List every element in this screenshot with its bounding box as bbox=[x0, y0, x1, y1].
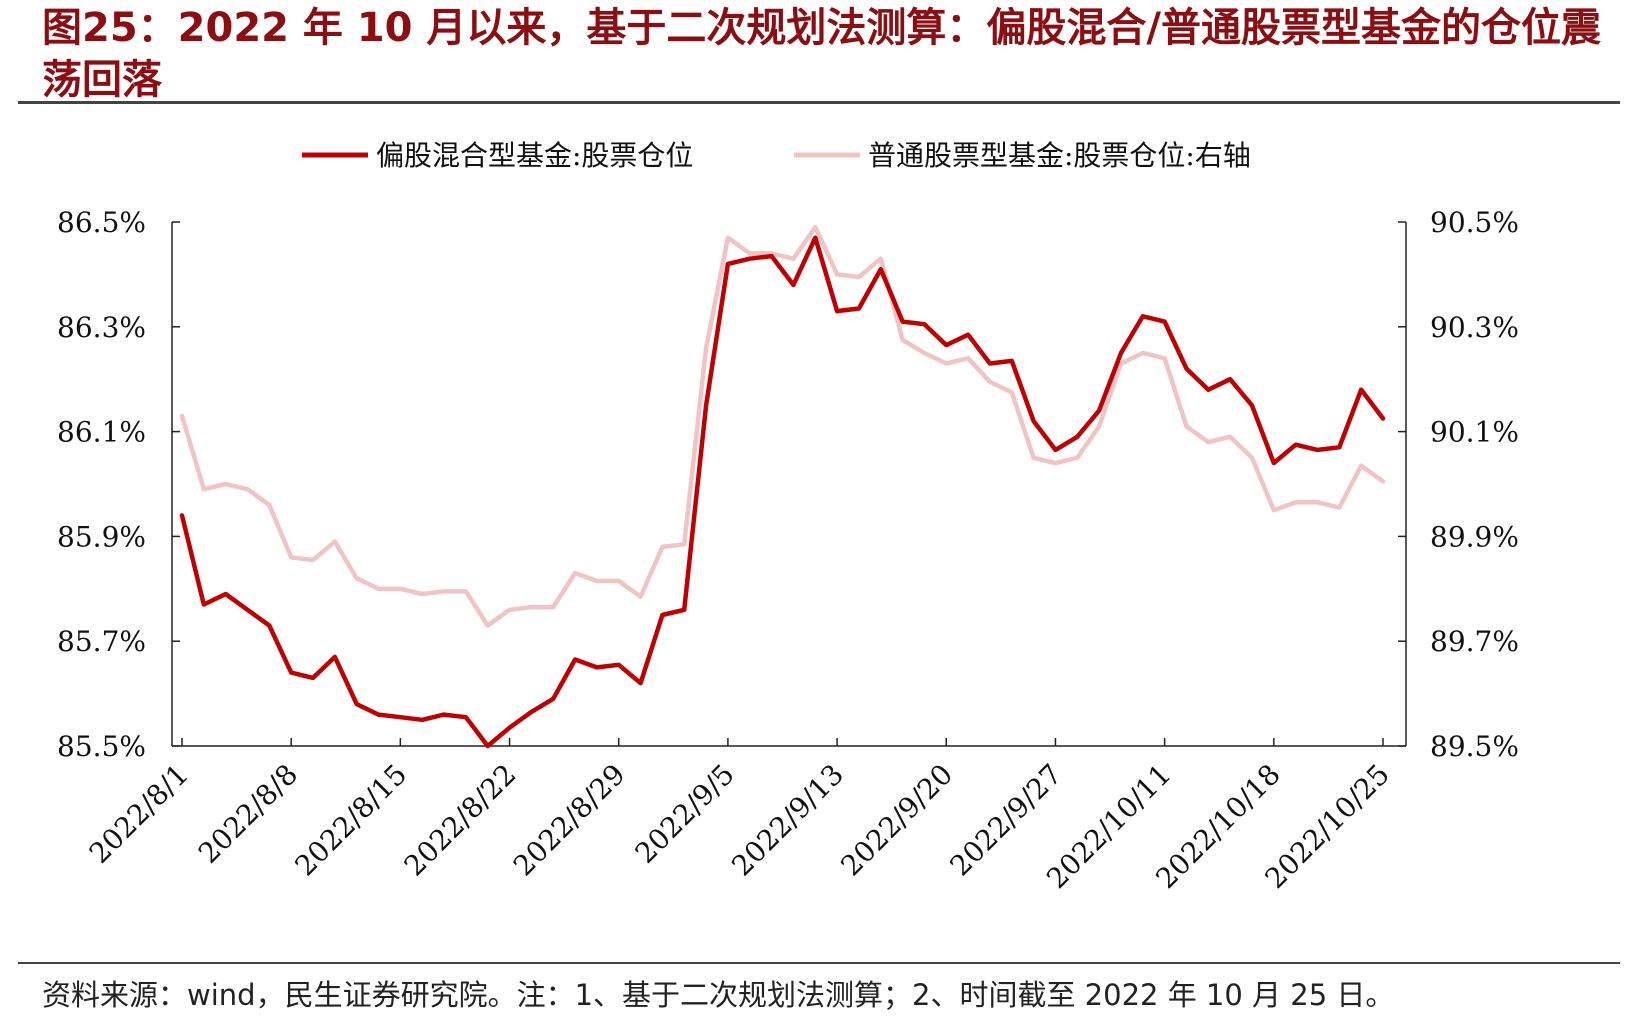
left-tick-label: 85.9% bbox=[57, 520, 146, 553]
x-tick-label: 2022/9/13 bbox=[725, 758, 850, 883]
chart: 86.5% 86.3% 86.1% 85.9% 85.7% 85.5% 90.5% 90.3%… bbox=[57, 139, 1519, 895]
left-tick-label: 85.5% bbox=[57, 730, 146, 763]
x-tick-label: 2022/8/22 bbox=[398, 758, 523, 883]
right-tick-label: 90.1% bbox=[1430, 416, 1519, 449]
legend-label-stock-fund: 普通股票型基金:股票仓位:右轴 bbox=[868, 139, 1251, 172]
legend: 偏股混合型基金:股票仓位 普通股票型基金:股票仓位:右轴 bbox=[302, 139, 1251, 172]
left-tick-label: 85.7% bbox=[57, 625, 146, 658]
source-note: 资料来源：wind，民生证券研究院。注：1、基于二次规划法测算；2、时间截至 2… bbox=[42, 978, 1395, 1012]
legend-label-mixed-fund: 偏股混合型基金:股票仓位 bbox=[376, 139, 693, 172]
series-layer bbox=[179, 224, 1386, 749]
right-tick-label: 90.5% bbox=[1430, 206, 1519, 239]
x-tick-label: 2022/8/29 bbox=[507, 758, 632, 883]
series-line-stock-fund bbox=[179, 224, 1386, 628]
x-tick-label: 2022/8/8 bbox=[192, 758, 304, 870]
source-divider bbox=[18, 962, 1620, 964]
right-tick-label: 89.7% bbox=[1430, 625, 1519, 658]
series-line-mixed-fund bbox=[179, 235, 1386, 749]
chart-title: 图25：2022 年 10 月以来，基于二次规划法测算：偏股混合/普通股票型基金… bbox=[42, 5, 1602, 103]
right-tick-label: 89.9% bbox=[1430, 520, 1519, 553]
left-tick-label: 86.1% bbox=[57, 416, 146, 449]
right-tick-label: 90.3% bbox=[1430, 311, 1519, 344]
right-tick-label: 89.5% bbox=[1430, 730, 1519, 763]
left-tick-label: 86.3% bbox=[57, 311, 146, 344]
x-tick-label: 2022/9/20 bbox=[834, 758, 959, 883]
x-tick-label: 2022/9/5 bbox=[629, 758, 741, 870]
x-tick-label: 2022/8/15 bbox=[288, 758, 413, 883]
x-tick-label: 2022/8/1 bbox=[83, 758, 195, 870]
title-divider bbox=[18, 101, 1620, 104]
axes: 86.5% 86.3% 86.1% 85.9% 85.7% 85.5% 90.5% 90.3%… bbox=[57, 206, 1519, 895]
left-tick-label: 86.5% bbox=[57, 206, 146, 239]
